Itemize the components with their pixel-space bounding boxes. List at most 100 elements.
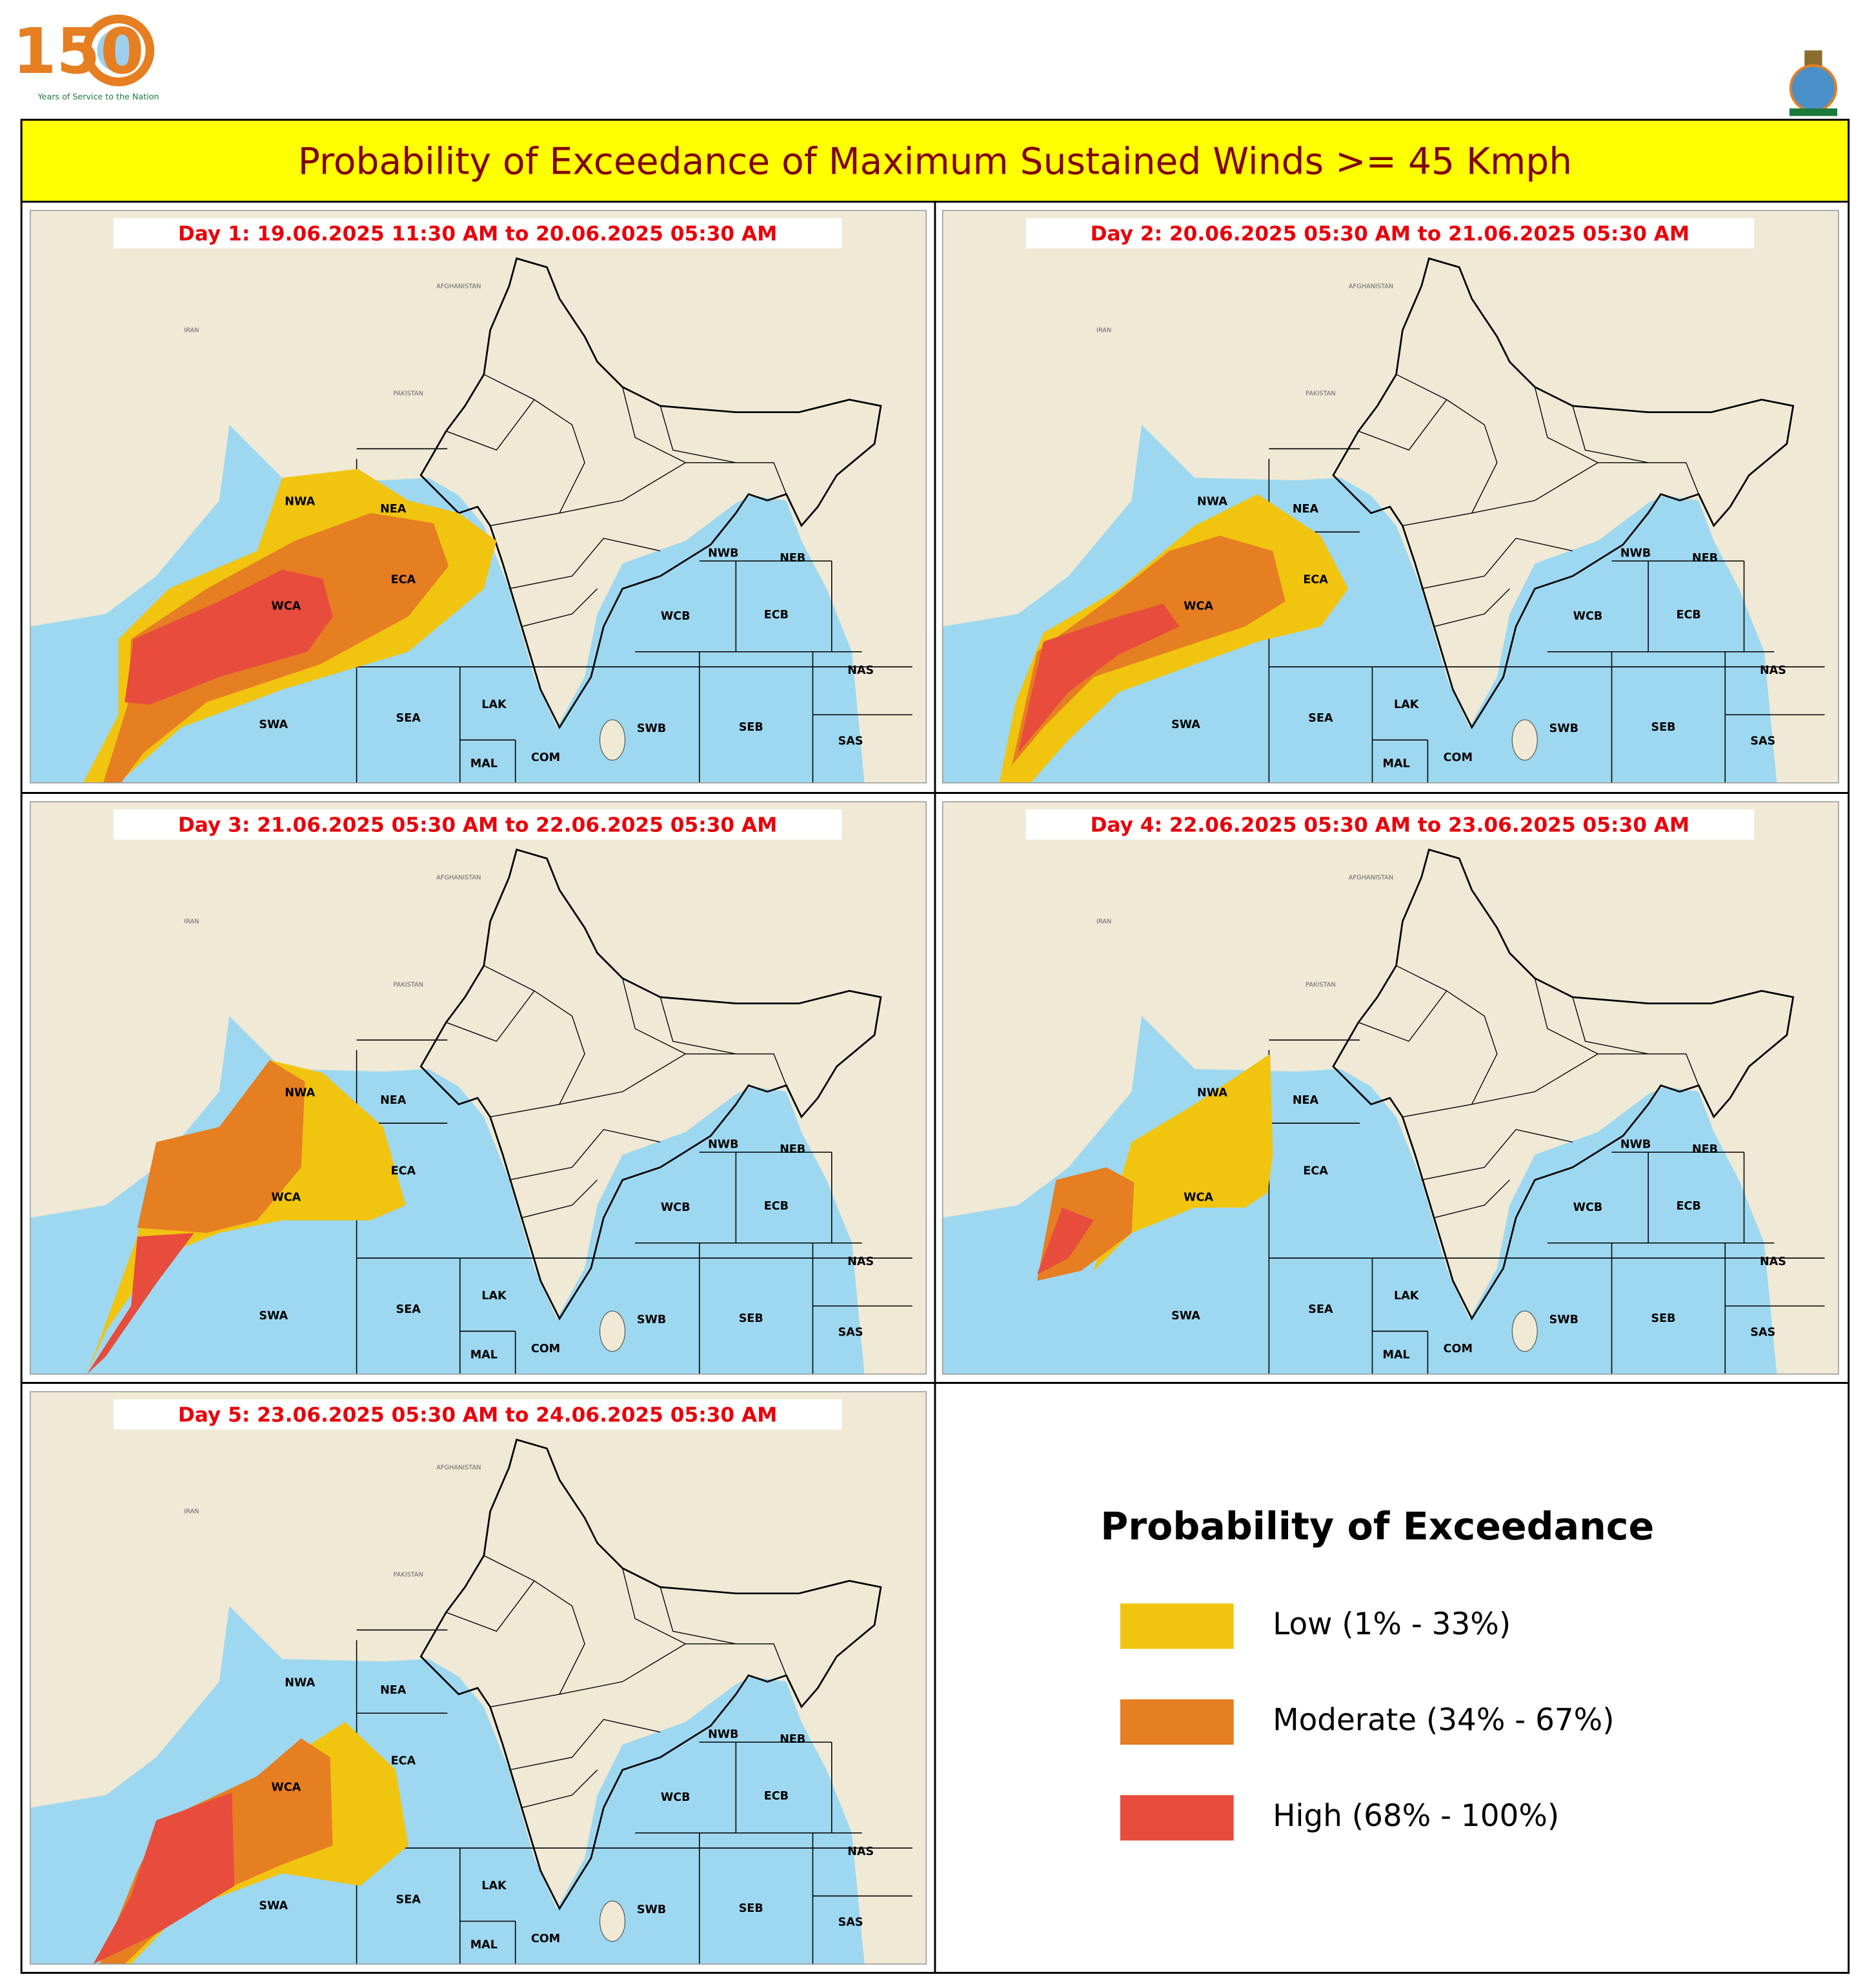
title-bar (20, 119, 1850, 203)
region-label: SWB (637, 1903, 666, 1916)
region-label: LAK (481, 1290, 507, 1303)
country-label: IRAN (1096, 918, 1111, 926)
region-label: WCA (1184, 1191, 1213, 1204)
logo: 150 Years of Service to the Nation (13, 14, 159, 101)
legend-label: Moderate (34% - 67%) (1273, 1703, 1614, 1738)
india-outline (419, 1438, 882, 1911)
ocean (942, 1016, 1777, 1374)
map: IRAN PAKISTAN AFGHANISTAN NWA NEA ECA WCA NWB NE… (30, 802, 927, 1374)
state-border (1572, 405, 1699, 494)
legend-title: Probability of Exceedance (1100, 1505, 1654, 1548)
state-border (446, 1580, 535, 1632)
region-label: SWA (1171, 718, 1200, 731)
logo-ring (82, 14, 155, 86)
region-label: MAL (1382, 1349, 1409, 1362)
map-panel: IRAN PAKISTAN AFGHANISTAN NWA NEA ECA WCA NWB NE… (942, 210, 1839, 784)
region-label: MAL (470, 1349, 498, 1362)
region-label: SEB (1651, 721, 1676, 734)
region-label: NWB (708, 547, 738, 560)
panel-title-bg (1025, 218, 1755, 249)
panel-title-bg (113, 1399, 842, 1430)
region-label: SEB (739, 1902, 763, 1915)
india-outline (419, 257, 882, 729)
region-label: MAL (470, 1939, 498, 1952)
emblem (1789, 50, 1838, 116)
region-label: SEA (1308, 1303, 1333, 1316)
state-border (483, 1555, 585, 1695)
region-label: LAK (481, 698, 507, 711)
state-border (1434, 588, 1510, 627)
country-label: AFGHANISTAN (1349, 283, 1393, 290)
region-label: ECB (764, 1790, 789, 1803)
state-border (1421, 1129, 1573, 1181)
region-label: NWA (285, 495, 315, 508)
region-label: NAS (1760, 1255, 1786, 1268)
state-border (621, 1568, 686, 1645)
map-panel: IRAN PAKISTAN AFGHANISTAN NWA NEA ECA WCA NWB NE… (30, 1391, 927, 1965)
region-label: NWA (285, 1086, 315, 1099)
region-label: COM (531, 1343, 560, 1355)
title: Probability of Exceedance of Maximum Sus… (298, 141, 1572, 183)
region-label: NEA (1293, 1094, 1319, 1107)
region-label: SWB (1549, 722, 1578, 735)
region-label: NWB (1620, 1138, 1651, 1151)
state-border (1402, 462, 1649, 527)
state-border (521, 1769, 598, 1809)
legend-swatch (1120, 1699, 1234, 1745)
region-label: NEA (1293, 503, 1319, 516)
probability-area (1093, 1053, 1273, 1271)
panel-title-bg (1025, 809, 1755, 840)
region-label: WCB (661, 610, 691, 623)
probability-area (1018, 604, 1180, 753)
state-border (1434, 1179, 1510, 1219)
region-label: SEA (396, 1303, 421, 1316)
region-label: SWA (259, 1900, 288, 1912)
map-panel: IRAN PAKISTAN AFGHANISTAN NWA NEA ECA WCA NWB NE… (30, 801, 927, 1375)
region-label: COM (1444, 1343, 1473, 1355)
region-label: NWA (285, 1676, 315, 1689)
region-label: MAL (470, 758, 498, 771)
region-label: ECB (1676, 609, 1700, 622)
india-outline (1332, 257, 1795, 729)
panel-title: Day 5: 23.06.2025 05:30 AM to 24.06.2025… (178, 1403, 777, 1426)
sri-lanka (1511, 719, 1538, 761)
state-border (1572, 997, 1699, 1086)
state-border (621, 978, 686, 1055)
legend-swatch (1120, 1603, 1234, 1649)
region-label: NAS (847, 664, 874, 677)
region-label: WCB (661, 1201, 691, 1214)
region-label: NEB (1692, 552, 1718, 565)
region-label: SWB (637, 722, 666, 735)
state-border (1534, 387, 1598, 463)
region-label: COM (531, 751, 560, 764)
country-label: AFGHANISTAN (436, 1464, 481, 1471)
state-border (509, 1719, 661, 1770)
legend-label: High (68% - 100%) (1273, 1799, 1559, 1834)
region-label: NAS (847, 1845, 874, 1858)
region-label: COM (1444, 751, 1473, 764)
region-label: SWA (259, 1310, 288, 1323)
region-label: SAS (838, 735, 863, 747)
region-label: ECA (391, 1754, 416, 1767)
region-label: NWB (708, 1138, 738, 1151)
state-border (483, 374, 585, 514)
country-label: PAKISTAN (393, 981, 423, 988)
state-border (446, 990, 535, 1042)
region-label: NWB (1620, 547, 1651, 560)
probability-area (125, 569, 333, 705)
region-label: COM (531, 1932, 560, 1945)
region-label: NAS (847, 1255, 874, 1268)
logo-number: 150 (13, 15, 145, 88)
logo-globe (97, 28, 140, 72)
country-label: PAKISTAN (1306, 981, 1336, 988)
map-border (30, 1391, 927, 1965)
state-border (1421, 538, 1573, 589)
panel-title-bg (113, 218, 842, 249)
region-label: ECA (1303, 573, 1328, 586)
region-label: LAK (1394, 1290, 1420, 1303)
region-label: NEB (780, 552, 805, 565)
state-border (490, 1053, 736, 1118)
map-panel: IRAN PAKISTAN AFGHANISTAN NWA NEA ECA WCA NWB NE… (30, 210, 927, 784)
country-label: IRAN (184, 918, 199, 926)
region-label: NEB (780, 1143, 805, 1156)
